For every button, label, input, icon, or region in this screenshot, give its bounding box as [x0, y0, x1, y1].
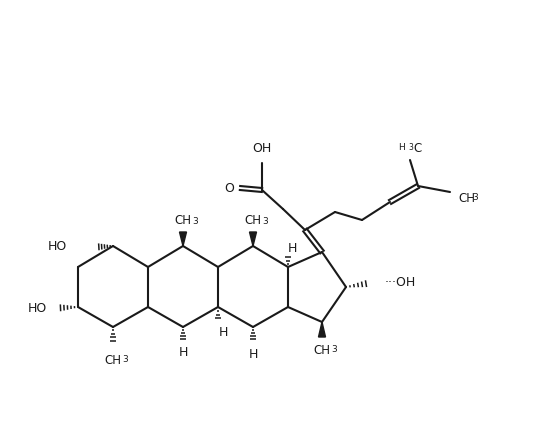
Text: 3: 3: [408, 143, 413, 152]
Polygon shape: [318, 322, 326, 337]
Text: HO: HO: [28, 301, 47, 314]
Text: H: H: [287, 242, 296, 255]
Text: ···OH: ···OH: [385, 277, 416, 290]
Text: CH: CH: [314, 343, 331, 356]
Text: CH: CH: [104, 353, 122, 366]
Text: OH: OH: [252, 142, 272, 155]
Text: CH: CH: [245, 214, 261, 227]
Text: 3: 3: [122, 355, 128, 365]
Text: O: O: [224, 181, 234, 194]
Text: HO: HO: [48, 239, 67, 252]
Text: 3: 3: [262, 216, 268, 226]
Text: CH: CH: [458, 191, 475, 204]
Text: C: C: [413, 142, 421, 155]
Text: 3: 3: [192, 216, 198, 226]
Text: CH: CH: [174, 214, 191, 227]
Text: 3: 3: [472, 194, 478, 203]
Text: 3: 3: [331, 346, 337, 355]
Text: H: H: [218, 326, 228, 339]
Text: H: H: [398, 143, 405, 152]
Text: H: H: [178, 346, 188, 359]
Polygon shape: [179, 232, 186, 246]
Text: H: H: [248, 349, 258, 362]
Polygon shape: [250, 232, 256, 246]
